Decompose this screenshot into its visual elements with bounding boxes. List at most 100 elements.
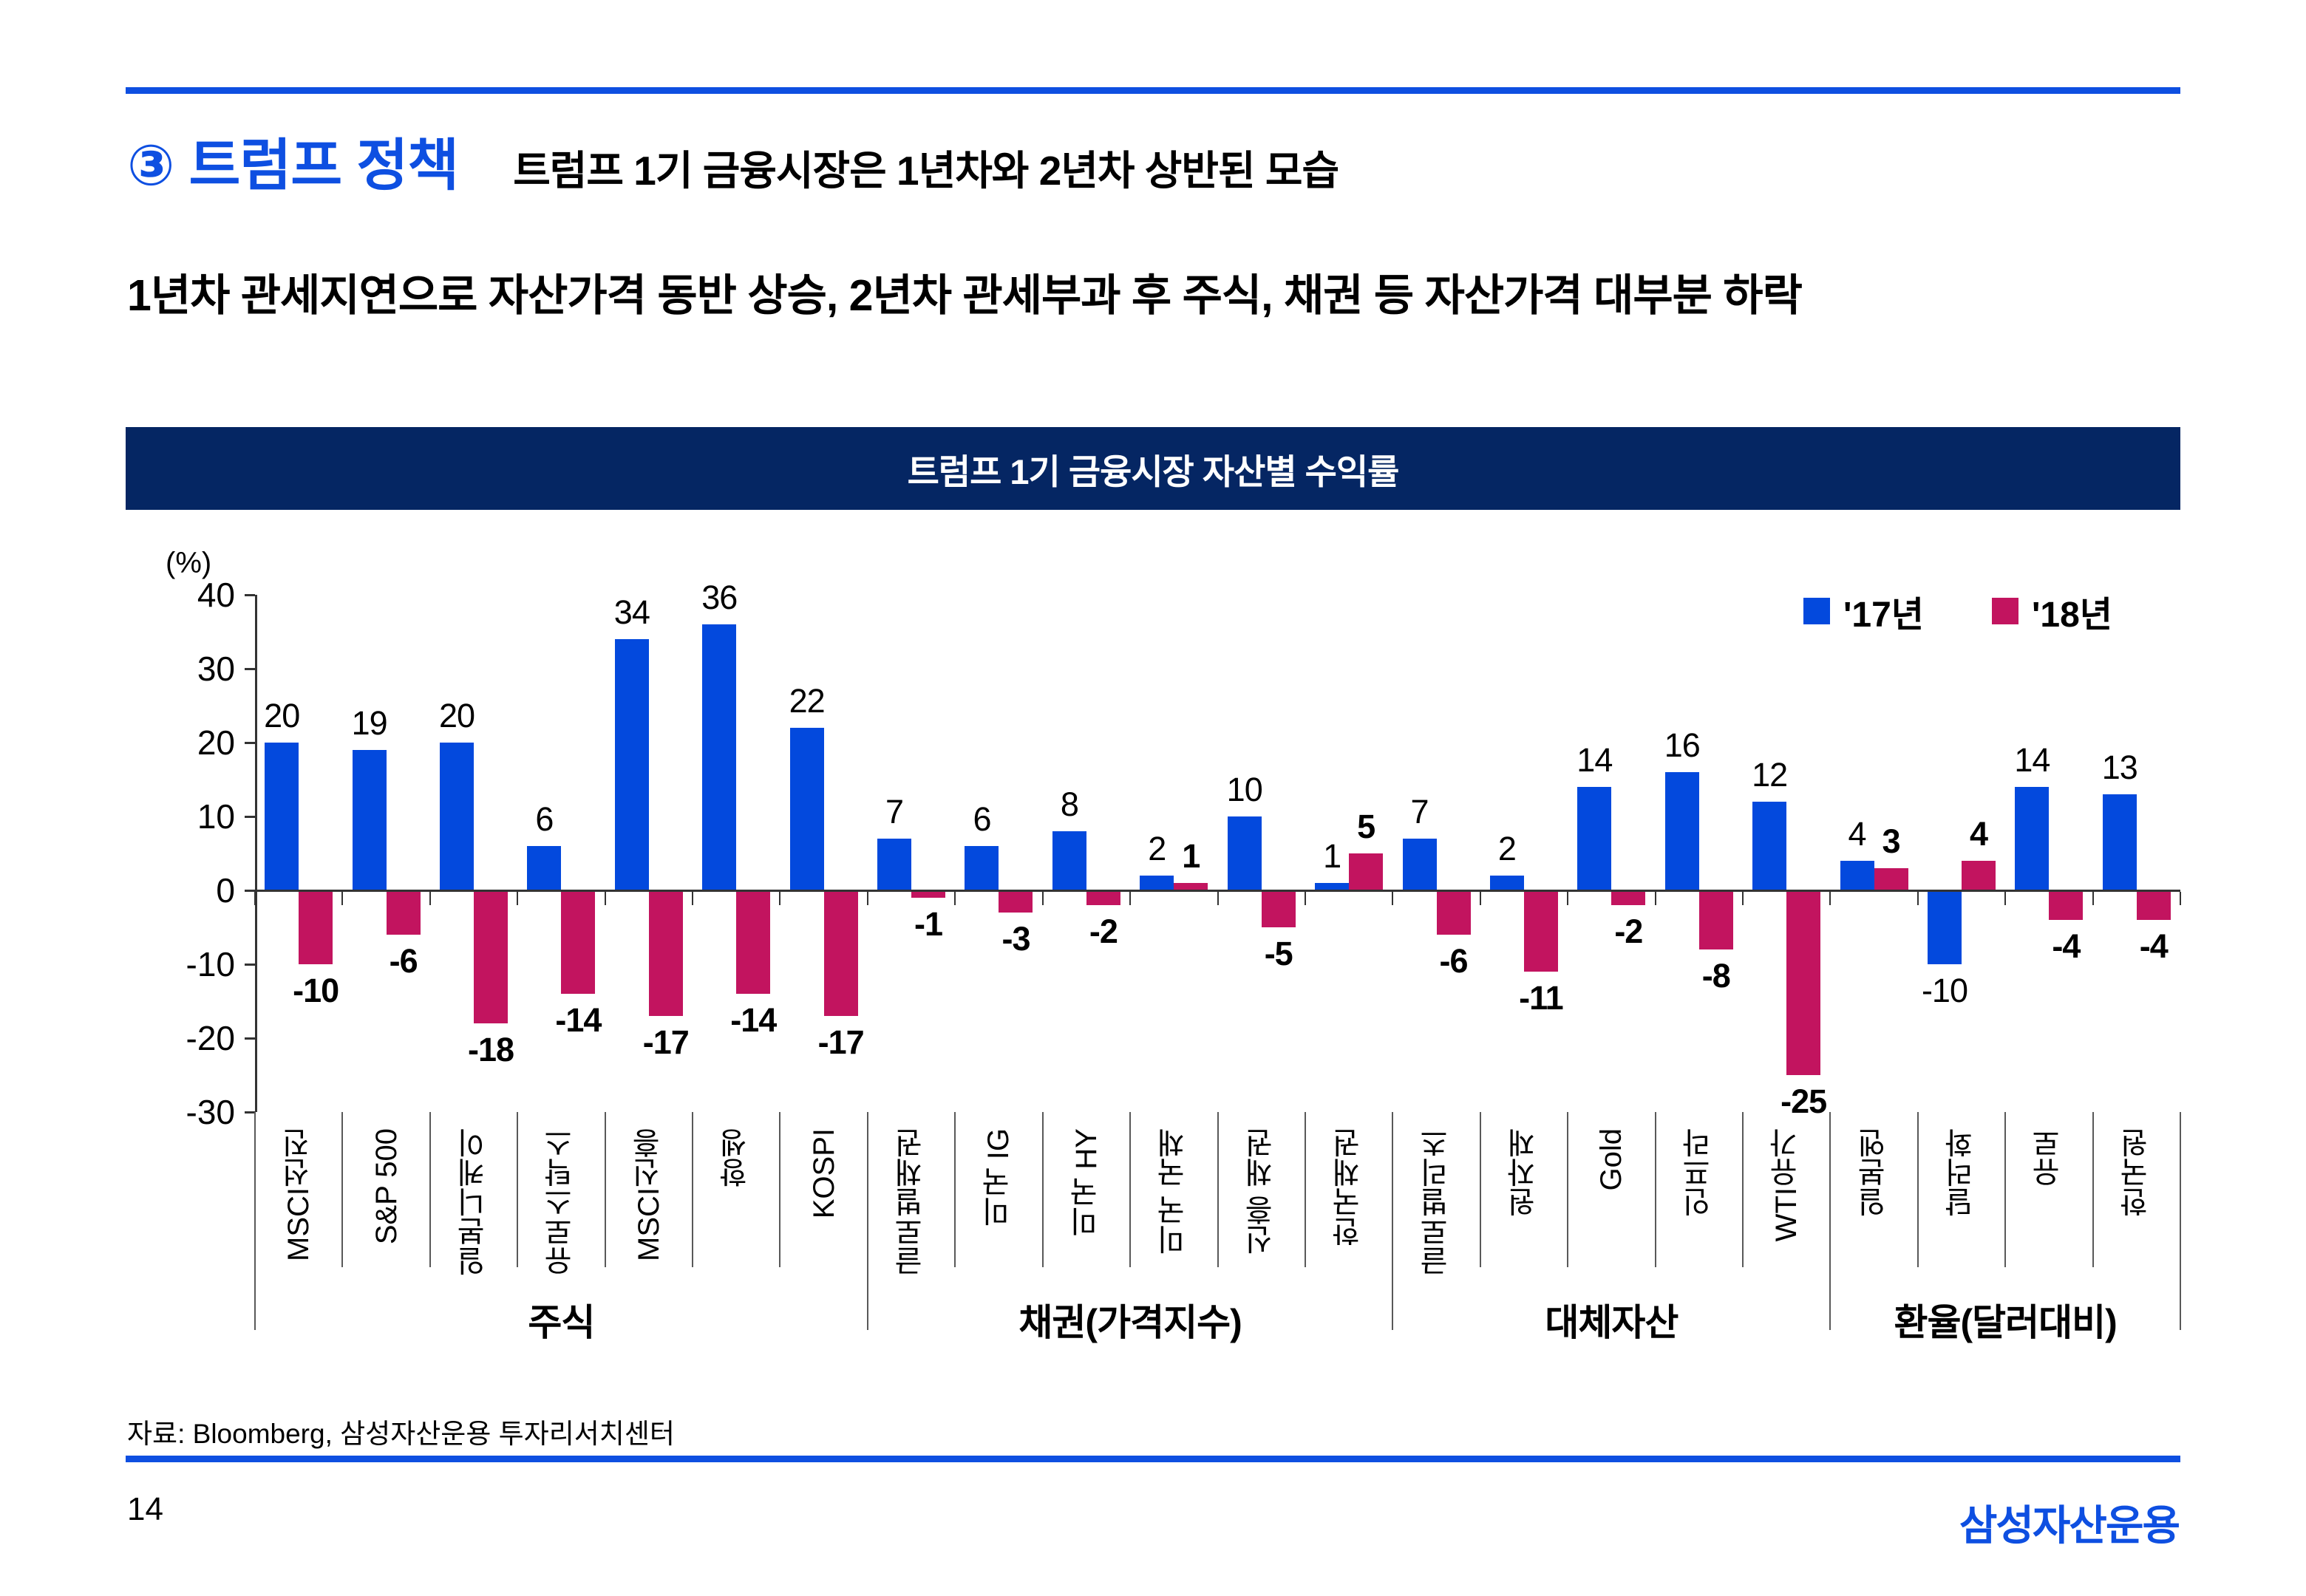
bar-2018 bbox=[911, 890, 946, 898]
x-axis-category-text: 원자재 bbox=[1507, 1128, 1540, 1217]
x-axis-category-text: 미국 IG bbox=[982, 1128, 1016, 1227]
x-axis-tick bbox=[1741, 892, 1744, 905]
y-axis-label: -20 bbox=[186, 1019, 235, 1057]
category-separator bbox=[1916, 1112, 1919, 1267]
category-separator bbox=[1304, 1112, 1306, 1267]
legend-label-2017: '17년 bbox=[1843, 596, 1924, 635]
x-axis-tick bbox=[1829, 892, 1831, 905]
bar-value-label: 34 bbox=[613, 593, 650, 631]
bar-2017 bbox=[1402, 839, 1437, 890]
x-axis-category-label: 일본니케이 bbox=[430, 1128, 517, 1291]
section-title: ③ 트럼프 정책 bbox=[127, 134, 459, 197]
x-axis-category-label: 글로벌채권 bbox=[868, 1128, 955, 1291]
bar-value-label: 13 bbox=[2101, 748, 2138, 786]
x-axis-tick bbox=[1041, 892, 1044, 905]
bar-value-label: -5 bbox=[1264, 935, 1293, 972]
category-separator bbox=[692, 1112, 694, 1267]
x-axis-category-label: 유로스탁스 bbox=[517, 1128, 605, 1291]
bar-value-label: -10 bbox=[293, 972, 339, 1009]
x-axis-category-label: KOSPI bbox=[780, 1128, 867, 1291]
x-axis-tick bbox=[1479, 892, 1481, 905]
bar-2018 bbox=[561, 890, 596, 994]
page-number: 14 bbox=[127, 1491, 163, 1527]
bar-2017 bbox=[1664, 772, 1699, 890]
group-label: 대체자산 bbox=[1545, 1302, 1679, 1343]
x-axis-category-text: KOSPI bbox=[807, 1128, 840, 1219]
x-axis-tick bbox=[1217, 892, 1219, 905]
x-axis-tick bbox=[692, 892, 694, 905]
chart-title-band: 트럼프 1기 금융시장 자산별 수익률 bbox=[126, 427, 2180, 510]
bar-2017 bbox=[2015, 787, 2050, 890]
x-axis-tick bbox=[1916, 892, 1919, 905]
bar-value-label: 36 bbox=[701, 579, 738, 616]
bar-value-label: -14 bbox=[555, 1001, 602, 1039]
y-axis-tick bbox=[245, 964, 255, 966]
x-axis-category-text: WTI유가 bbox=[1770, 1128, 1803, 1242]
bar-2018 bbox=[299, 890, 333, 964]
x-axis-category-text: 한국채권 bbox=[1333, 1128, 1366, 1247]
bar-value-label: 12 bbox=[1752, 756, 1788, 794]
bar-2017 bbox=[352, 750, 387, 890]
x-axis-tick bbox=[1129, 892, 1132, 905]
bar-2017 bbox=[527, 846, 562, 890]
bar-value-label: -17 bbox=[817, 1023, 865, 1061]
group-label: 채권(가격지수) bbox=[1018, 1302, 1242, 1343]
group-separator bbox=[1392, 1112, 1394, 1330]
x-axis-category-text: 유로스탁스 bbox=[545, 1128, 578, 1276]
x-axis-tick bbox=[1304, 892, 1306, 905]
y-axis-label: 40 bbox=[197, 576, 235, 614]
bar-2018 bbox=[1786, 890, 1821, 1075]
y-axis-unit-label: (%) bbox=[166, 547, 212, 579]
bar-2018 bbox=[1961, 861, 1996, 890]
bar-2018 bbox=[1436, 890, 1471, 935]
y-axis-tick bbox=[245, 668, 255, 670]
bar-2017 bbox=[1577, 787, 1612, 890]
x-axis-category-label: MSCI신흥 bbox=[605, 1128, 693, 1291]
x-axis-category-label: 유로 bbox=[2005, 1128, 2092, 1291]
bar-value-label: -6 bbox=[1439, 942, 1469, 980]
bar-value-label: 1 bbox=[1323, 837, 1341, 875]
x-axis-category-label: Gold bbox=[1568, 1128, 1655, 1291]
x-axis-category-text: 한국원 bbox=[2120, 1128, 2153, 1217]
bar-value-label: 14 bbox=[2014, 741, 2050, 779]
legend-swatch-2017 bbox=[1803, 598, 1830, 624]
x-axis-category-text: 글로벌리츠 bbox=[1420, 1128, 1453, 1276]
y-axis-tick bbox=[245, 742, 255, 744]
x-axis-tick bbox=[341, 892, 344, 905]
bar-value-label: 10 bbox=[1226, 771, 1263, 808]
y-axis-tick bbox=[245, 816, 255, 818]
x-axis-category-label: 항셍 bbox=[693, 1128, 780, 1291]
bar-2017 bbox=[1927, 890, 1962, 964]
bar-2017 bbox=[789, 728, 824, 890]
bar-value-label: 19 bbox=[351, 704, 388, 742]
x-axis-category-label: 신흥 채권 bbox=[1218, 1128, 1305, 1291]
bar-value-label: 2 bbox=[1148, 830, 1166, 867]
x-axis-tick bbox=[1392, 892, 1394, 905]
x-axis-category-text: 유로 bbox=[2033, 1128, 2066, 1187]
x-axis-category-label: 미국 국채 bbox=[1130, 1128, 1217, 1291]
bar-value-label: 7 bbox=[1410, 793, 1429, 831]
header: ③ 트럼프 정책 트럼프 1기 금융시장은 1년차와 2년차 상반된 모습 bbox=[127, 120, 1339, 201]
group-label: 환율(달러대비) bbox=[1894, 1302, 2118, 1343]
x-axis-category-text: 일본니케이 bbox=[458, 1128, 491, 1276]
x-axis-tick bbox=[604, 892, 606, 905]
bar-2018 bbox=[1611, 890, 1646, 905]
x-axis-category-label: 글로벌리츠 bbox=[1392, 1128, 1480, 1291]
y-axis-tick bbox=[245, 1037, 255, 1040]
bar-2018 bbox=[1698, 890, 1733, 949]
group-separator bbox=[1829, 1112, 1831, 1330]
bar-value-label: -4 bbox=[2052, 927, 2081, 965]
bar-value-label: -11 bbox=[1519, 979, 1564, 1017]
group-label: 주식 bbox=[528, 1302, 595, 1343]
x-axis-category-text: 미국 HY bbox=[1069, 1128, 1103, 1237]
x-axis-category-label: 한국원 bbox=[2093, 1128, 2180, 1291]
bar-value-label: -14 bbox=[730, 1001, 777, 1039]
group-separator bbox=[866, 1112, 868, 1330]
legend-swatch-2018 bbox=[1991, 598, 2018, 624]
x-axis-category-text: 달러화 bbox=[1945, 1128, 1978, 1217]
bar-value-label: 7 bbox=[885, 793, 904, 831]
bar-value-label: -2 bbox=[1089, 913, 1118, 950]
x-axis-category-label: 인프라 bbox=[1656, 1128, 1743, 1291]
